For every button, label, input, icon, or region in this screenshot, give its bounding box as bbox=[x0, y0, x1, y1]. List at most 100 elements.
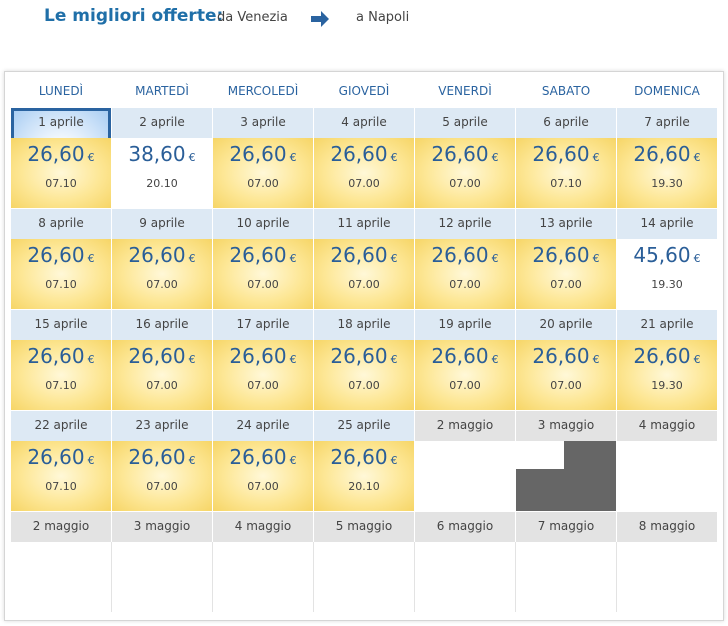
day-body: 26,60 €07.00 bbox=[314, 340, 414, 410]
calendar-day-cell[interactable]: 6 aprile 26,60 €07.10 bbox=[516, 108, 616, 208]
day-body: 26,60 €07.00 bbox=[213, 340, 313, 410]
day-price: 26,60 € bbox=[11, 445, 111, 469]
price-value: 26,60 bbox=[330, 344, 388, 368]
calendar-day-cell[interactable]: 10 aprile 26,60 €07.00 bbox=[213, 209, 313, 309]
day-date: 23 aprile bbox=[112, 411, 212, 441]
day-date: 2 maggio bbox=[11, 512, 111, 542]
day-price: 26,60 € bbox=[112, 445, 212, 469]
departure-time: 20.10 bbox=[146, 177, 178, 190]
euro-sign: € bbox=[289, 454, 297, 467]
euro-sign: € bbox=[87, 353, 95, 366]
day-date: 20 aprile bbox=[516, 310, 616, 340]
grid-divider bbox=[616, 542, 617, 612]
calendar-day-cell[interactable]: 2 aprile 38,60 €20.10 bbox=[112, 108, 212, 208]
calendar-day-cell[interactable]: 15 aprile 26,60 €07.10 bbox=[11, 310, 111, 410]
price-value: 26,60 bbox=[532, 243, 590, 267]
day-body: 26,60 €07.00 bbox=[516, 239, 616, 309]
price-value: 26,60 bbox=[633, 142, 691, 166]
day-date: 12 aprile bbox=[415, 209, 515, 239]
day-price: 26,60 € bbox=[314, 445, 414, 469]
day-date: 5 aprile bbox=[415, 108, 515, 138]
calendar-day-cell[interactable]: 11 aprile 26,60 €07.00 bbox=[314, 209, 414, 309]
day-body: 26,60 €07.10 bbox=[11, 239, 111, 309]
day-body: 45,60 €19.30 bbox=[617, 239, 717, 309]
day-date: 3 aprile bbox=[213, 108, 313, 138]
euro-sign: € bbox=[87, 454, 95, 467]
day-date: 11 aprile bbox=[314, 209, 414, 239]
calendar-day-cell[interactable]: 21 aprile 26,60 €19.30 bbox=[617, 310, 717, 410]
euro-sign: € bbox=[188, 151, 196, 164]
day-body: 26,60 €07.10 bbox=[11, 441, 111, 511]
calendar-day-cell[interactable]: 4 aprile 26,60 €07.00 bbox=[314, 108, 414, 208]
day-price: 26,60 € bbox=[415, 243, 515, 267]
euro-sign: € bbox=[289, 353, 297, 366]
euro-sign: € bbox=[390, 454, 398, 467]
day-header: DOMENICA bbox=[634, 84, 700, 98]
price-value: 26,60 bbox=[128, 445, 186, 469]
day-body: 26,60 €07.00 bbox=[415, 138, 515, 208]
euro-sign: € bbox=[188, 252, 196, 265]
day-body: 38,60 €20.10 bbox=[112, 138, 212, 208]
day-body: 26,60 €20.10 bbox=[314, 441, 414, 511]
calendar-day-cell[interactable]: 5 aprile 26,60 €07.00 bbox=[415, 108, 515, 208]
calendar-day-cell[interactable]: 8 aprile 26,60 €07.10 bbox=[11, 209, 111, 309]
day-date: 8 maggio bbox=[617, 512, 717, 542]
day-body bbox=[11, 542, 111, 612]
calendar-day-cell[interactable]: 13 aprile 26,60 €07.00 bbox=[516, 209, 616, 309]
grid-divider bbox=[313, 542, 314, 612]
calendar-day-cell[interactable]: 18 aprile 26,60 €07.00 bbox=[314, 310, 414, 410]
day-body: 26,60 €07.00 bbox=[314, 138, 414, 208]
price-value: 26,60 bbox=[431, 344, 489, 368]
day-date: 4 aprile bbox=[314, 108, 414, 138]
day-body: 26,60 €07.00 bbox=[112, 239, 212, 309]
day-date: 21 aprile bbox=[617, 310, 717, 340]
day-header: MERCOLEDÌ bbox=[227, 84, 299, 98]
price-value: 38,60 bbox=[128, 142, 186, 166]
departure-time: 07.10 bbox=[45, 480, 77, 493]
euro-sign: € bbox=[693, 353, 701, 366]
day-date: 4 maggio bbox=[617, 411, 717, 441]
day-price: 26,60 € bbox=[213, 142, 313, 166]
calendar-day-unavailable: 8 maggio bbox=[617, 512, 717, 612]
departure-time: 07.00 bbox=[550, 379, 582, 392]
day-body: 26,60 €07.00 bbox=[415, 239, 515, 309]
calendar-day-cell[interactable]: 12 aprile 26,60 €07.00 bbox=[415, 209, 515, 309]
calendar-day-unavailable: 3 maggio bbox=[516, 411, 616, 511]
departure-time: 07.00 bbox=[348, 379, 380, 392]
calendar-day-cell[interactable]: 25 aprile 26,60 €20.10 bbox=[314, 411, 414, 511]
calendar-day-cell[interactable]: 7 aprile 26,60 €19.30 bbox=[617, 108, 717, 208]
price-value: 26,60 bbox=[431, 243, 489, 267]
calendar-day-cell[interactable]: 17 aprile 26,60 €07.00 bbox=[213, 310, 313, 410]
euro-sign: € bbox=[390, 252, 398, 265]
day-body bbox=[617, 542, 717, 612]
price-value: 26,60 bbox=[27, 445, 85, 469]
calendar-day-cell[interactable]: 24 aprile 26,60 €07.00 bbox=[213, 411, 313, 511]
day-body: 26,60 €07.10 bbox=[516, 138, 616, 208]
calendar-day-cell[interactable]: 9 aprile 26,60 €07.00 bbox=[112, 209, 212, 309]
euro-sign: € bbox=[491, 353, 499, 366]
calendar-day-cell[interactable]: 3 aprile 26,60 €07.00 bbox=[213, 108, 313, 208]
calendar-day-unavailable: 5 maggio bbox=[314, 512, 414, 612]
calendar-day-cell[interactable]: 19 aprile 26,60 €07.00 bbox=[415, 310, 515, 410]
calendar-day-cell[interactable]: 1 aprile 26,60 €07.10 bbox=[11, 108, 111, 208]
calendar-day-cell[interactable]: 14 aprile 45,60 €19.30 bbox=[617, 209, 717, 309]
calendar-day-cell[interactable]: 23 aprile 26,60 €07.00 bbox=[112, 411, 212, 511]
destination-label: a Napoli bbox=[356, 10, 410, 25]
day-price: 26,60 € bbox=[617, 142, 717, 166]
day-header: MARTEDÌ bbox=[135, 84, 189, 98]
day-date: 22 aprile bbox=[11, 411, 111, 441]
day-date: 1 aprile bbox=[38, 115, 84, 129]
euro-sign: € bbox=[87, 151, 95, 164]
calendar-day-cell[interactable]: 16 aprile 26,60 €07.00 bbox=[112, 310, 212, 410]
day-date: 24 aprile bbox=[213, 411, 313, 441]
header: Le migliori offerte: da Venezia a Napoli bbox=[0, 0, 728, 60]
calendar-day-cell[interactable]: 20 aprile 26,60 €07.00 bbox=[516, 310, 616, 410]
price-value: 26,60 bbox=[27, 142, 85, 166]
day-date: 4 maggio bbox=[213, 512, 313, 542]
day-body: 26,60 €07.00 bbox=[516, 340, 616, 410]
day-body: 26,60 €07.10 bbox=[11, 138, 111, 208]
day-date: 7 maggio bbox=[516, 512, 616, 542]
departure-time: 19.30 bbox=[651, 177, 683, 190]
departure-time: 07.10 bbox=[45, 177, 77, 190]
calendar-day-cell[interactable]: 22 aprile 26,60 €07.10 bbox=[11, 411, 111, 511]
